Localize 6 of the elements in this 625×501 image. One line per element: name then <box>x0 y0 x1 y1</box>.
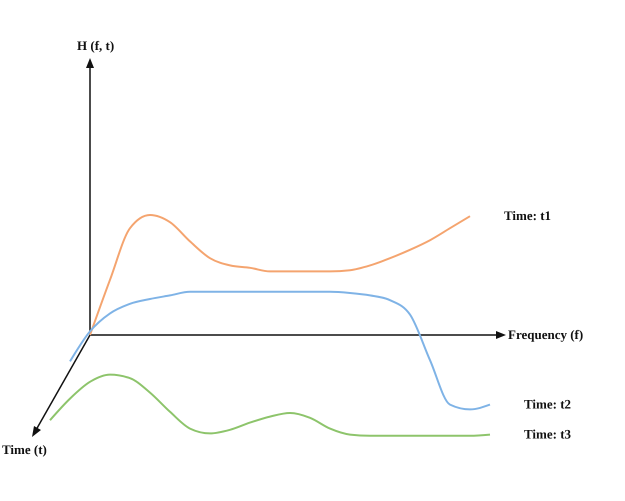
text: H (f, t) <box>77 38 114 54</box>
text: Time (t) <box>2 442 47 458</box>
x-axis-title: Frequency (f) <box>508 327 584 343</box>
text: Time: t1 <box>504 208 552 224</box>
text: Time: t2 <box>524 396 572 412</box>
text: Time: t3 <box>524 426 572 442</box>
